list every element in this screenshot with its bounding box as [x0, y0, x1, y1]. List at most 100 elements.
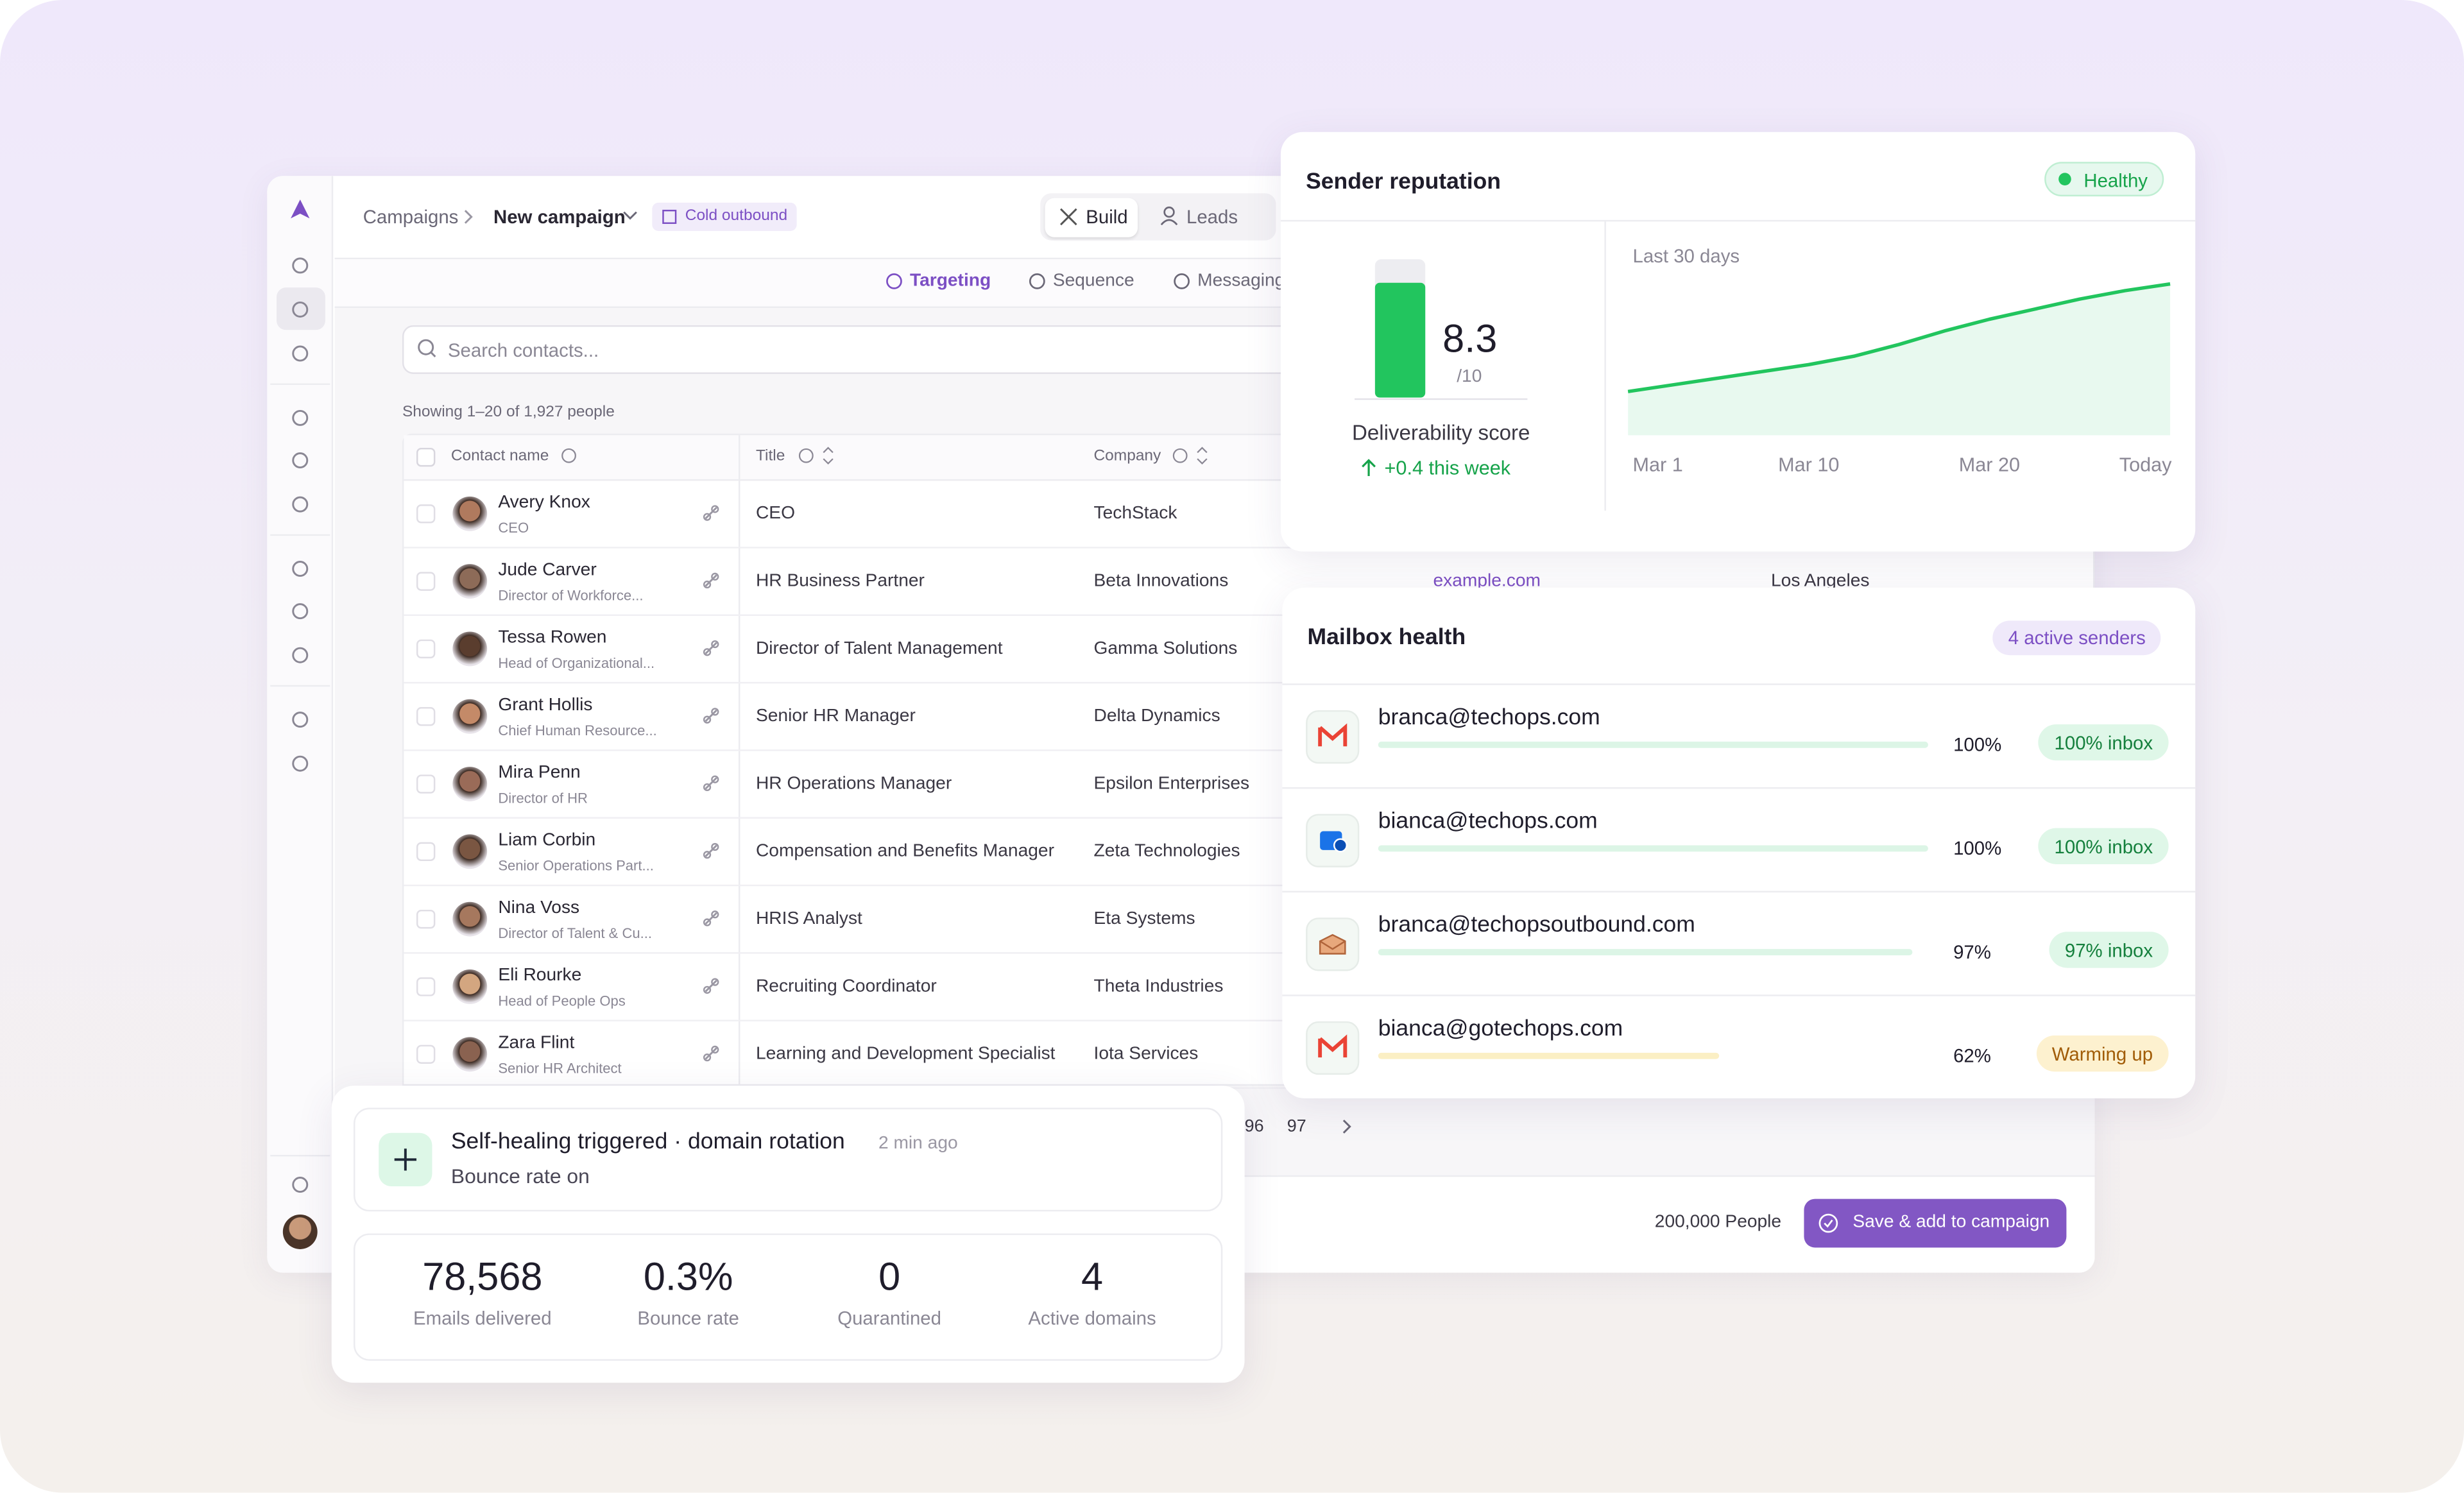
sender-email: bianca@techops.com	[1378, 809, 1598, 835]
column-divider	[739, 435, 740, 1086]
contact-name[interactable]: Grant Hollis	[498, 695, 593, 715]
status-pill: 100% inbox	[2039, 724, 2169, 761]
checkbox[interactable]	[416, 774, 436, 794]
website-cell[interactable]: example.com	[1433, 572, 1541, 591]
tab-label[interactable]: Build	[1086, 205, 1128, 228]
health-bar	[1378, 1052, 1720, 1059]
x-axis-label: Mar 1	[1632, 454, 1682, 476]
checkbox[interactable]	[416, 1045, 436, 1064]
link-icon	[703, 572, 719, 589]
status-pill: 100% inbox	[2039, 828, 2169, 864]
stat-label: Bounce rate	[637, 1307, 739, 1329]
company-cell: TechStack	[1093, 504, 1177, 524]
checkbox[interactable]	[416, 909, 436, 929]
x-axis-label: Mar 10	[1778, 454, 1839, 476]
status-pill: Warming up	[2036, 1035, 2169, 1072]
table-row[interactable]	[404, 616, 2095, 684]
contact-name[interactable]: Jude Carver	[498, 561, 597, 580]
chevron	[464, 210, 473, 224]
subtab[interactable]: Messaging	[1197, 271, 1285, 291]
status-dot	[2058, 173, 2071, 185]
help-icon	[798, 448, 814, 463]
column-header[interactable]: Title	[755, 447, 785, 465]
tab-label[interactable]: Leads	[1186, 205, 1238, 228]
sender-email: branca@techopsoutbound.com	[1378, 912, 1695, 939]
dropdown	[623, 211, 637, 220]
contact-name[interactable]: Tessa Rowen	[498, 628, 607, 647]
subtab-icon	[886, 273, 902, 289]
checkbox[interactable]	[416, 842, 436, 862]
stat-value: 0.3%	[643, 1255, 733, 1300]
breadcrumb[interactable]: Campaigns	[363, 205, 459, 228]
column-header[interactable]: Contact name	[450, 447, 549, 465]
avatar	[452, 1037, 488, 1072]
table-row[interactable]	[404, 1021, 2095, 1089]
company-cell: Delta Dynamics	[1093, 707, 1220, 726]
link-icon	[703, 1045, 719, 1062]
column-header[interactable]: Company	[1093, 447, 1161, 465]
company-cell: Theta Industries	[1093, 977, 1224, 996]
table-row[interactable]	[404, 819, 2095, 887]
avatar	[452, 564, 488, 599]
contact-name[interactable]: Nina Voss	[498, 898, 580, 918]
nav-icon	[292, 345, 309, 362]
table-row[interactable]	[404, 481, 2095, 549]
row-divider	[1282, 787, 2196, 789]
stat-label: Active domains	[1028, 1307, 1156, 1329]
checkbox[interactable]	[416, 504, 436, 524]
tab-icon	[1160, 206, 1178, 226]
next-page	[1342, 1120, 1351, 1134]
alert-icon	[394, 1148, 416, 1171]
nav-icon	[292, 257, 309, 274]
checkbox[interactable]	[416, 639, 436, 659]
card-divider	[1604, 221, 1606, 511]
subtab[interactable]: Targeting	[909, 271, 991, 291]
checkbox[interactable]	[416, 707, 436, 726]
table-row[interactable]	[404, 683, 2095, 751]
breadcrumb-current[interactable]: New campaign	[493, 205, 626, 228]
contact-name[interactable]: Eli Rourke	[498, 966, 582, 985]
health-bar	[1378, 949, 1912, 955]
checkbox[interactable]	[416, 977, 436, 996]
stat-label: Quarantined	[837, 1307, 941, 1329]
checkbox[interactable]	[416, 572, 436, 591]
table-row[interactable]	[404, 549, 2095, 617]
health-percent: 97%	[1953, 941, 1991, 964]
search-box[interactable]: Search contacts...	[402, 325, 1346, 374]
avatar	[452, 631, 488, 667]
nav-divider	[270, 534, 330, 536]
alert-time: 2 min ago	[878, 1134, 958, 1154]
page-link[interactable]: 97	[1287, 1117, 1306, 1136]
nav-icon	[292, 755, 309, 772]
score-value: 8.3	[1442, 317, 1498, 362]
tab-active[interactable]	[1045, 198, 1138, 237]
contact-name[interactable]: Mira Penn	[498, 764, 581, 783]
contact-name[interactable]: Zara Flint	[498, 1034, 575, 1053]
title-cell: HR Business Partner	[755, 572, 925, 591]
logo	[291, 200, 310, 219]
health-bar	[1378, 845, 1928, 852]
contact-role: Director of Talent & Cu...	[498, 925, 653, 941]
nav-icon	[292, 712, 309, 728]
trend-line	[1627, 282, 2171, 393]
nav-icon	[292, 647, 309, 663]
score-change: +0.4 this week	[1384, 457, 1511, 479]
provider-icon	[1320, 831, 1348, 853]
contact-role: Head of Organizational...	[498, 655, 655, 671]
nav-divider	[270, 685, 330, 687]
table-row[interactable]	[404, 886, 2095, 954]
user-avatar[interactable]	[282, 1215, 318, 1249]
row-divider	[1282, 683, 2196, 685]
nav-active[interactable]	[277, 287, 325, 330]
link-icon	[703, 910, 719, 926]
table-row[interactable]	[404, 954, 2095, 1021]
primary-button[interactable]: Save & add to campaign	[1804, 1199, 2067, 1248]
table-row[interactable]	[404, 751, 2095, 819]
help-icon	[1172, 448, 1188, 463]
contact-name[interactable]: Liam Corbin	[498, 831, 596, 850]
page-link[interactable]: 96	[1244, 1117, 1264, 1136]
subtab[interactable]: Sequence	[1052, 271, 1134, 291]
contact-name[interactable]: Avery Knox	[498, 493, 590, 513]
checkbox[interactable]	[416, 447, 436, 467]
